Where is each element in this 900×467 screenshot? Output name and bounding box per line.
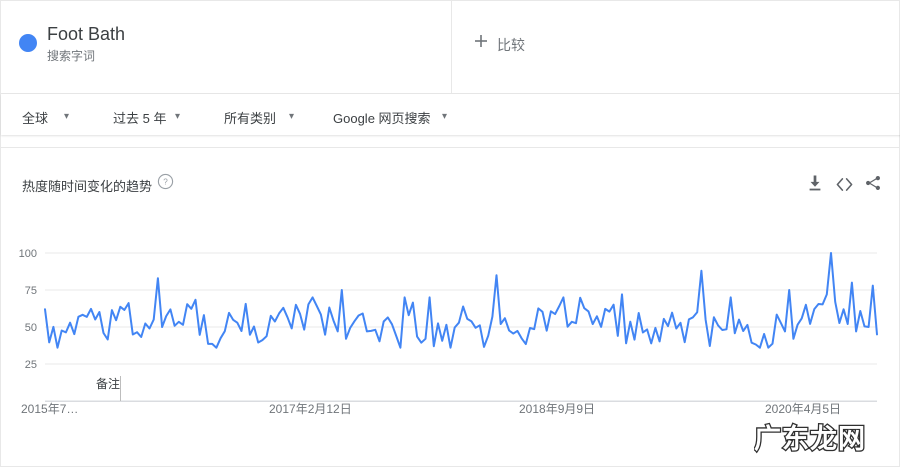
svg-text:50: 50 [25,322,37,334]
svg-text:75: 75 [25,285,37,297]
svg-text:100: 100 [19,248,37,260]
svg-text:广东龙网: 广东龙网 [754,423,866,454]
svg-text:25: 25 [25,359,37,371]
